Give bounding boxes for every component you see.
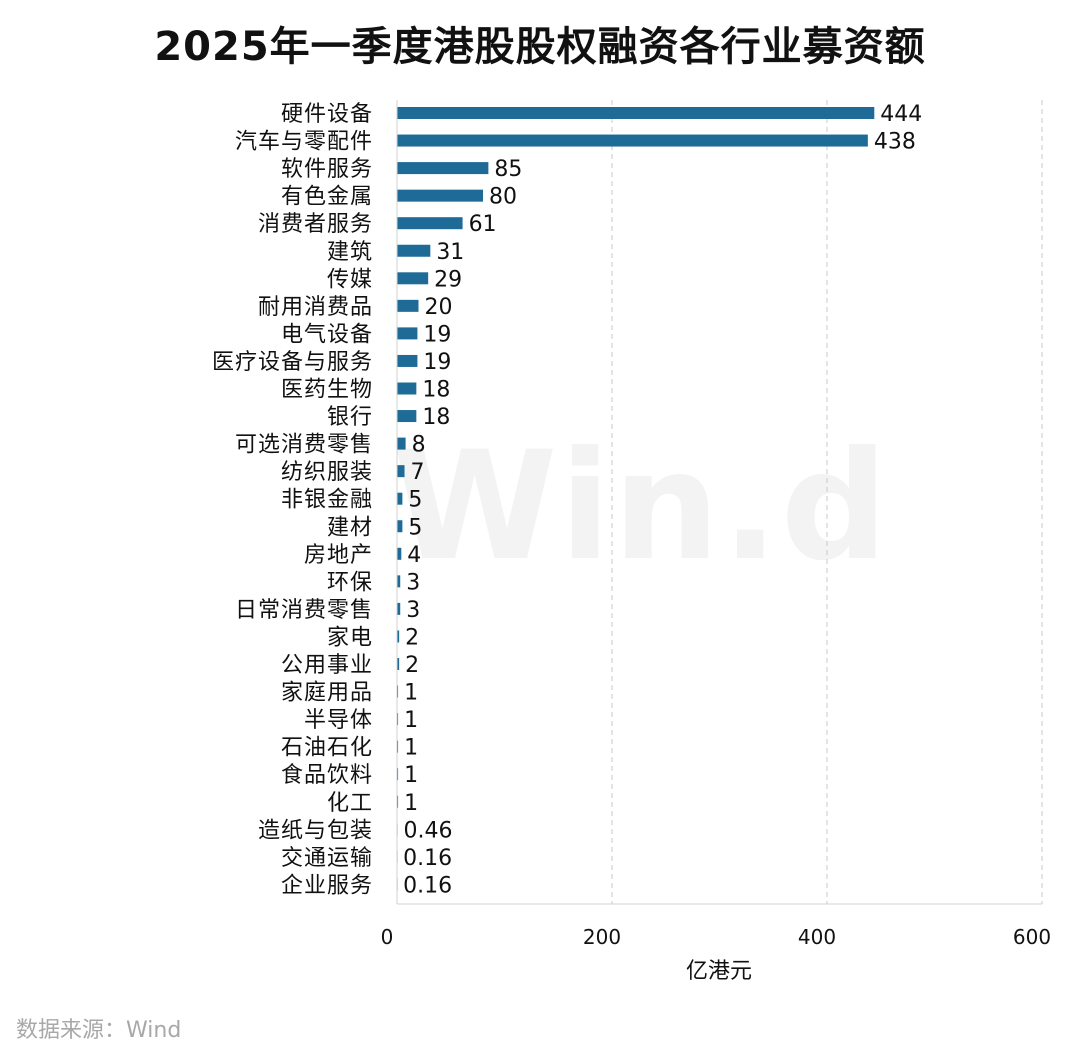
- value-label: 1: [404, 681, 418, 706]
- value-label: 20: [425, 295, 453, 320]
- value-label: 0.16: [403, 846, 452, 871]
- value-label: 1: [404, 763, 418, 788]
- category-label: 环保: [327, 570, 373, 595]
- bar: [397, 354, 418, 367]
- category-label: 纺织服装: [281, 460, 373, 485]
- bar: [397, 630, 400, 643]
- bar: [397, 492, 403, 505]
- value-label: 444: [880, 102, 922, 127]
- value-label: 1: [404, 736, 418, 761]
- value-label: 19: [423, 322, 451, 347]
- bar: [397, 272, 429, 285]
- category-label: 交通运输: [281, 846, 373, 871]
- value-label: 3: [406, 570, 420, 595]
- category-label: 有色金属: [281, 185, 373, 210]
- category-labels: 硬件设备汽车与零配件软件服务有色金属消费者服务建筑传媒耐用消费品电气设备医疗设备…: [212, 102, 373, 898]
- category-label: 日常消费零售: [235, 598, 373, 623]
- bar-chart: 硬件设备汽车与零配件软件服务有色金属消费者服务建筑传媒耐用消费品电气设备医疗设备…: [212, 100, 1051, 984]
- category-label: 造纸与包装: [258, 818, 373, 843]
- category-label: 消费者服务: [258, 212, 373, 237]
- value-label: 85: [494, 157, 522, 182]
- category-label: 非银金融: [281, 488, 373, 513]
- category-label: 建材: [327, 515, 373, 540]
- value-label: 19: [423, 350, 451, 375]
- x-tick-label: 200: [583, 925, 621, 949]
- x-tick-label: 600: [1013, 925, 1051, 949]
- value-label: 1: [404, 708, 418, 733]
- bar: [397, 134, 868, 147]
- value-label: 5: [408, 488, 422, 513]
- bar: [397, 685, 399, 698]
- bar: [397, 410, 417, 423]
- category-label: 化工: [327, 791, 373, 816]
- x-tick-label: 0: [381, 925, 394, 949]
- bar: [397, 162, 489, 175]
- category-label: 石油石化: [281, 736, 373, 761]
- grid-lines: [611, 100, 1043, 904]
- bar: [397, 327, 418, 340]
- value-labels: 4444388580613129201919181887554332211111…: [403, 102, 922, 898]
- value-label: 61: [469, 212, 497, 237]
- value-label: 80: [489, 185, 517, 210]
- x-axis-label: 亿港元: [686, 959, 752, 984]
- category-label: 企业服务: [281, 873, 373, 898]
- bar: [397, 244, 431, 257]
- bar: [397, 658, 400, 670]
- category-label: 传媒: [327, 267, 373, 292]
- value-label: 7: [411, 460, 425, 485]
- value-label: 2: [405, 625, 419, 650]
- bar: [397, 713, 399, 726]
- bars: [397, 107, 875, 891]
- category-label: 家电: [327, 625, 373, 650]
- value-label: 29: [434, 267, 462, 292]
- bar: [397, 465, 405, 478]
- category-label: 房地产: [304, 543, 373, 568]
- bar: [397, 437, 406, 450]
- category-label: 电气设备: [281, 322, 373, 347]
- bar: [397, 547, 402, 560]
- category-label: 汽车与零配件: [235, 130, 373, 155]
- value-label: 438: [874, 130, 916, 155]
- value-label: 2: [405, 653, 419, 678]
- bar: [397, 795, 399, 808]
- bar: [397, 602, 401, 615]
- value-label: 8: [412, 433, 426, 458]
- x-tick-label: 400: [798, 925, 836, 949]
- value-label: 31: [436, 240, 464, 265]
- value-label: 18: [422, 405, 450, 430]
- bar: [397, 740, 399, 753]
- bar: [397, 189, 483, 202]
- value-label: 18: [422, 378, 450, 403]
- bar: [397, 520, 403, 533]
- bar: [397, 382, 417, 395]
- bar: [397, 217, 463, 230]
- category-label: 医疗设备与服务: [212, 350, 373, 375]
- value-label: 4: [407, 543, 421, 568]
- category-label: 家庭用品: [281, 681, 373, 706]
- category-label: 软件服务: [281, 157, 373, 182]
- category-label: 硬件设备: [281, 102, 373, 127]
- category-label: 建筑: [327, 240, 373, 265]
- category-label: 银行: [327, 405, 373, 430]
- bar: [397, 299, 419, 312]
- x-axis-ticks: 0 200 400 600: [381, 925, 1051, 949]
- value-label: 0.16: [403, 873, 452, 898]
- category-label: 半导体: [304, 708, 373, 733]
- value-label: 0.46: [403, 818, 452, 843]
- category-label: 可选消费零售: [235, 433, 373, 458]
- source-note: 数据来源：Wind: [16, 1018, 182, 1043]
- bar: [397, 768, 399, 781]
- chart-title: 2025年一季度港股股权融资各行业募资额: [154, 24, 926, 70]
- category-label: 医药生物: [281, 378, 373, 403]
- category-label: 公用事业: [281, 653, 373, 678]
- bar: [397, 107, 875, 119]
- bar: [397, 575, 401, 588]
- value-label: 5: [408, 515, 422, 540]
- category-label: 食品饮料: [281, 763, 373, 788]
- value-label: 3: [406, 598, 420, 623]
- value-label: 1: [404, 791, 418, 816]
- category-label: 耐用消费品: [258, 295, 373, 320]
